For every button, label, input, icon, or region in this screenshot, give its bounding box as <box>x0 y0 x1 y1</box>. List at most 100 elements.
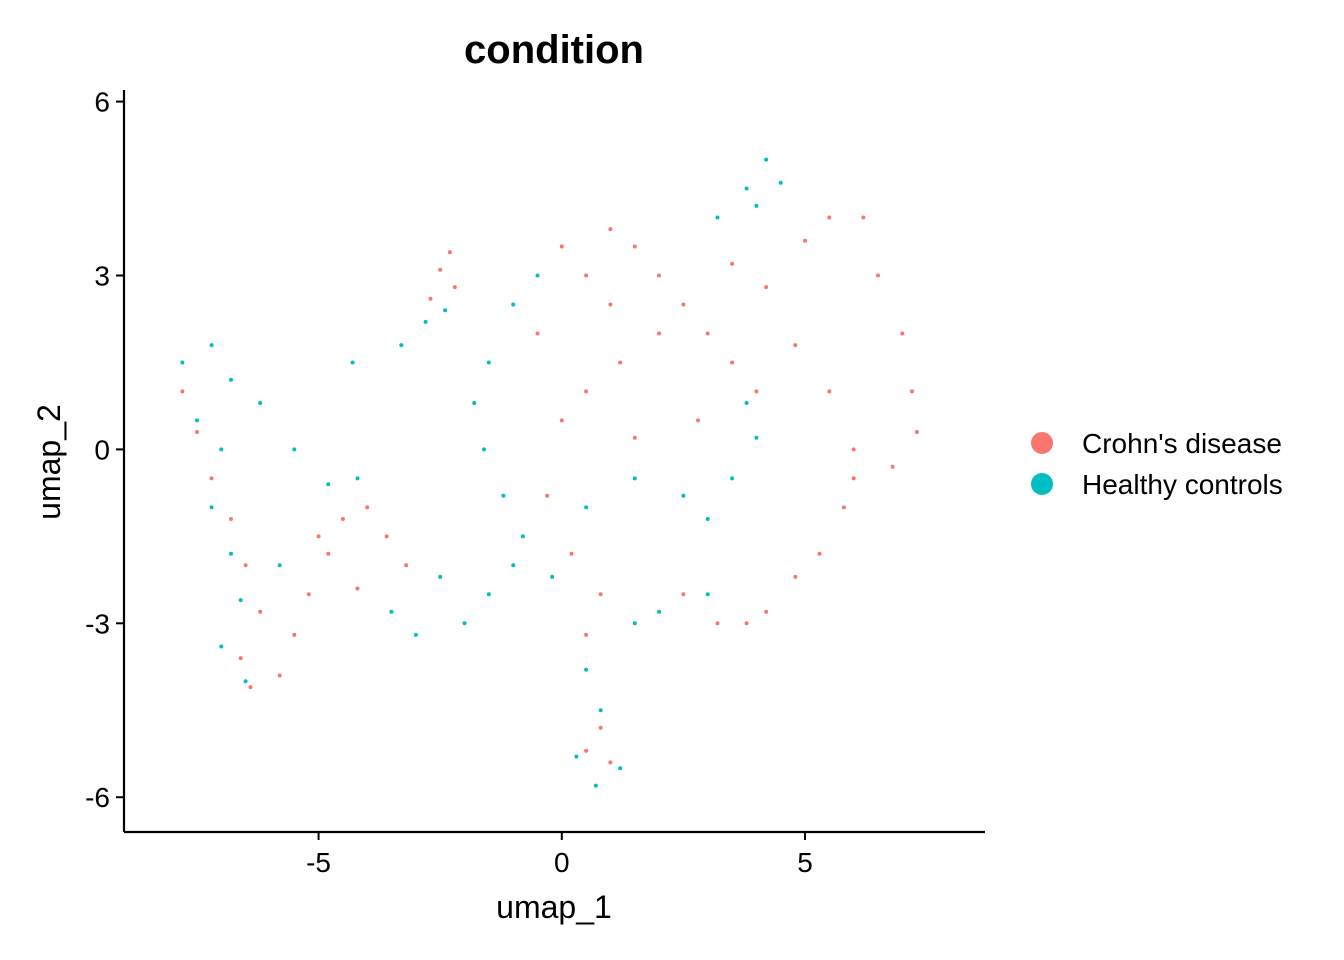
data-point <box>730 360 735 365</box>
data-point <box>803 238 807 243</box>
data-point <box>841 505 846 510</box>
data-point <box>632 621 637 626</box>
data-point <box>593 783 598 788</box>
data-point <box>355 476 360 481</box>
data-point <box>681 592 686 597</box>
data-point <box>423 319 428 324</box>
data-point <box>608 760 613 765</box>
data-point <box>482 447 486 452</box>
data-point <box>598 592 603 597</box>
data-point <box>355 586 360 591</box>
data-point <box>511 302 516 307</box>
data-point <box>195 418 199 423</box>
data-point <box>559 244 564 249</box>
chart-title: condition <box>464 28 644 72</box>
data-point <box>292 632 297 637</box>
data-point <box>180 389 185 394</box>
data-point <box>447 250 452 255</box>
data-point <box>511 563 516 568</box>
data-point <box>827 389 832 394</box>
y-tick-label: 6 <box>94 87 110 118</box>
y-ticks: -6 -3 0 3 6 <box>85 87 124 813</box>
data-point <box>535 273 540 278</box>
data-point <box>438 574 443 579</box>
data-point <box>632 476 637 481</box>
data-point <box>764 285 769 290</box>
y-tick-label: 0 <box>94 434 110 465</box>
data-point <box>584 632 589 637</box>
data-point <box>608 227 613 232</box>
data-point <box>705 331 710 336</box>
data-point <box>730 476 735 481</box>
data-point <box>754 435 759 440</box>
data-point <box>238 656 243 661</box>
legend-key-crohns-disease <box>1031 432 1053 454</box>
data-point <box>715 215 720 220</box>
data-point <box>861 215 866 220</box>
data-point <box>764 157 769 162</box>
data-point <box>754 389 759 394</box>
data-point <box>520 534 525 539</box>
data-point <box>219 447 224 452</box>
data-point <box>793 343 798 348</box>
x-tick-label: 5 <box>797 847 813 878</box>
data-point <box>243 679 248 684</box>
y-tick-label: 3 <box>94 261 110 292</box>
data-point <box>535 331 540 336</box>
data-point <box>559 418 564 423</box>
data-point <box>350 360 355 365</box>
data-point <box>248 685 253 690</box>
data-point <box>384 534 389 539</box>
data-point <box>584 667 589 672</box>
x-tick-label: 0 <box>554 847 570 878</box>
data-point <box>501 493 506 498</box>
data-point <box>306 592 311 597</box>
data-point <box>657 331 662 336</box>
data-point <box>705 592 710 597</box>
y-tick-label: -3 <box>85 608 110 639</box>
data-point <box>657 273 662 278</box>
data-point <box>851 447 856 452</box>
data-point <box>696 418 700 423</box>
data-point <box>890 464 895 469</box>
data-point <box>744 186 749 191</box>
data-point <box>584 505 589 510</box>
data-point <box>681 302 686 307</box>
data-point <box>229 551 233 556</box>
data-point <box>219 644 224 649</box>
data-point <box>793 574 798 579</box>
data-point <box>389 609 394 614</box>
data-point <box>209 343 214 348</box>
y-axis-title: umap_2 <box>31 404 67 520</box>
data-point <box>486 360 491 365</box>
data-point <box>277 673 282 678</box>
data-point <box>584 273 589 278</box>
data-point <box>195 430 199 434</box>
data-point <box>399 343 404 348</box>
data-point <box>876 273 880 278</box>
data-point <box>316 534 321 539</box>
data-point <box>404 563 409 568</box>
data-point <box>705 517 710 521</box>
data-point <box>681 493 686 498</box>
data-point <box>413 632 418 637</box>
data-point <box>608 302 613 307</box>
series-0 <box>180 215 919 765</box>
data-point <box>730 261 735 266</box>
data-point <box>472 401 477 405</box>
data-point <box>574 754 579 759</box>
data-point <box>657 609 662 614</box>
legend-label-crohns-disease: Crohn's disease <box>1082 428 1282 459</box>
data-point <box>598 725 603 730</box>
data-point <box>715 621 720 626</box>
data-point <box>209 476 214 481</box>
data-point <box>744 621 749 626</box>
data-point <box>209 505 214 510</box>
data-point <box>744 401 749 405</box>
data-point <box>258 609 263 614</box>
data-point <box>180 360 185 365</box>
data-point <box>277 563 282 568</box>
data-point <box>438 267 443 272</box>
data-point <box>462 621 467 626</box>
